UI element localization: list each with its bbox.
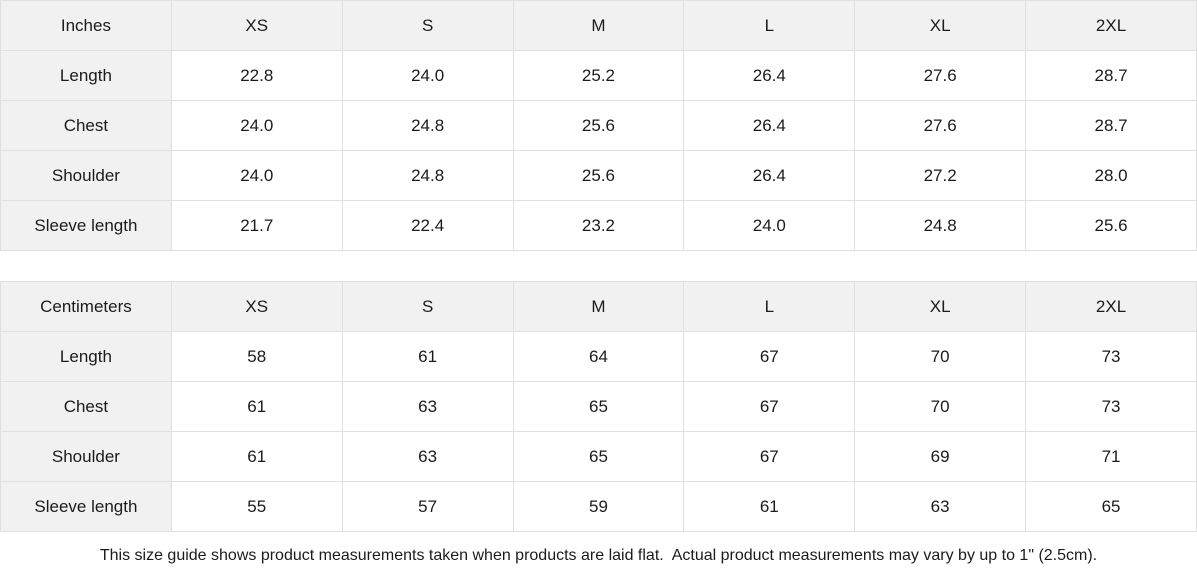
measurement-value-cell: 24.0 bbox=[683, 200, 856, 251]
measurement-value-cell: 67 bbox=[683, 331, 856, 382]
measurement-value-cell: 24.8 bbox=[341, 150, 514, 201]
measurement-value-cell: 63 bbox=[341, 431, 514, 482]
measurement-label-cell: Sleeve length bbox=[0, 481, 172, 532]
unit-label-cell: Centimeters bbox=[0, 281, 172, 332]
measurement-value-cell: 26.4 bbox=[683, 100, 856, 151]
size-column-header: XL bbox=[854, 281, 1027, 332]
measurement-value-cell: 24.0 bbox=[170, 150, 343, 201]
measurement-value-cell: 71 bbox=[1025, 431, 1197, 482]
unit-label-cell: Inches bbox=[0, 0, 172, 51]
measurement-value-cell: 67 bbox=[683, 431, 856, 482]
size-column-header: XL bbox=[854, 0, 1027, 51]
measurement-label-cell: Chest bbox=[0, 381, 172, 432]
size-table-header-row: Centimeters XS S M L XL 2XL bbox=[0, 281, 1197, 332]
measurement-value-cell: 61 bbox=[341, 331, 514, 382]
measurement-label-cell: Chest bbox=[0, 100, 172, 151]
size-column-header: XS bbox=[170, 281, 343, 332]
size-table-inches: Inches XS S M L XL 2XL Length 22.8 24.0 25.2 26.4 27… bbox=[0, 0, 1197, 251]
measurement-value-cell: 23.2 bbox=[512, 200, 685, 251]
size-column-header: XS bbox=[170, 0, 343, 51]
measurement-value-cell: 24.0 bbox=[170, 100, 343, 151]
measurement-value-cell: 70 bbox=[854, 331, 1027, 382]
measurement-label-cell: Length bbox=[0, 50, 172, 101]
table-row: Sleeve length 55 57 59 61 63 65 bbox=[0, 481, 1197, 532]
measurement-value-cell: 26.4 bbox=[683, 50, 856, 101]
measurement-value-cell: 70 bbox=[854, 381, 1027, 432]
size-column-header: M bbox=[512, 0, 685, 51]
measurement-value-cell: 26.4 bbox=[683, 150, 856, 201]
table-row: Length 22.8 24.0 25.2 26.4 27.6 28.7 bbox=[0, 50, 1197, 101]
measurement-value-cell: 27.2 bbox=[854, 150, 1027, 201]
size-column-header: M bbox=[512, 281, 685, 332]
measurement-value-cell: 65 bbox=[512, 381, 685, 432]
measurement-value-cell: 25.2 bbox=[512, 50, 685, 101]
measurement-value-cell: 69 bbox=[854, 431, 1027, 482]
measurement-value-cell: 58 bbox=[170, 331, 343, 382]
size-guide-note: This size guide shows product measuremen… bbox=[0, 532, 1197, 580]
measurement-value-cell: 22.4 bbox=[341, 200, 514, 251]
table-row: Sleeve length 21.7 22.4 23.2 24.0 24.8 25.6 bbox=[0, 200, 1197, 251]
measurement-value-cell: 59 bbox=[512, 481, 685, 532]
measurement-value-cell: 55 bbox=[170, 481, 343, 532]
measurement-value-cell: 24.8 bbox=[854, 200, 1027, 251]
measurement-value-cell: 22.8 bbox=[170, 50, 343, 101]
measurement-value-cell: 21.7 bbox=[170, 200, 343, 251]
measurement-value-cell: 61 bbox=[683, 481, 856, 532]
measurement-value-cell: 28.0 bbox=[1025, 150, 1197, 201]
measurement-value-cell: 25.6 bbox=[512, 150, 685, 201]
measurement-value-cell: 25.6 bbox=[512, 100, 685, 151]
measurement-value-cell: 28.7 bbox=[1025, 50, 1197, 101]
measurement-value-cell: 64 bbox=[512, 331, 685, 382]
measurement-value-cell: 65 bbox=[1025, 481, 1197, 532]
measurement-value-cell: 61 bbox=[170, 381, 343, 432]
table-row: Chest 61 63 65 67 70 73 bbox=[0, 381, 1197, 432]
measurement-value-cell: 61 bbox=[170, 431, 343, 482]
measurement-value-cell: 27.6 bbox=[854, 100, 1027, 151]
measurement-value-cell: 24.8 bbox=[341, 100, 514, 151]
size-table-centimeters: Centimeters XS S M L XL 2XL Length 58 61 64 67 70 73 C… bbox=[0, 281, 1197, 532]
size-column-header: L bbox=[683, 0, 856, 51]
measurement-value-cell: 28.7 bbox=[1025, 100, 1197, 151]
measurement-value-cell: 24.0 bbox=[341, 50, 514, 101]
table-row: Chest 24.0 24.8 25.6 26.4 27.6 28.7 bbox=[0, 100, 1197, 151]
measurement-value-cell: 57 bbox=[341, 481, 514, 532]
measurement-value-cell: 63 bbox=[341, 381, 514, 432]
measurement-value-cell: 25.6 bbox=[1025, 200, 1197, 251]
measurement-value-cell: 65 bbox=[512, 431, 685, 482]
measurement-value-cell: 27.6 bbox=[854, 50, 1027, 101]
size-column-header: 2XL bbox=[1025, 281, 1197, 332]
table-row: Length 58 61 64 67 70 73 bbox=[0, 331, 1197, 382]
table-row: Shoulder 61 63 65 67 69 71 bbox=[0, 431, 1197, 482]
measurement-value-cell: 73 bbox=[1025, 331, 1197, 382]
size-column-header: L bbox=[683, 281, 856, 332]
size-column-header: S bbox=[341, 0, 514, 51]
table-gap bbox=[0, 251, 1197, 281]
table-row: Shoulder 24.0 24.8 25.6 26.4 27.2 28.0 bbox=[0, 150, 1197, 201]
size-table-header-row: Inches XS S M L XL 2XL bbox=[0, 0, 1197, 51]
measurement-label-cell: Shoulder bbox=[0, 150, 172, 201]
measurement-value-cell: 73 bbox=[1025, 381, 1197, 432]
measurement-label-cell: Sleeve length bbox=[0, 200, 172, 251]
measurement-value-cell: 63 bbox=[854, 481, 1027, 532]
size-column-header: 2XL bbox=[1025, 0, 1197, 51]
measurement-label-cell: Length bbox=[0, 331, 172, 382]
size-column-header: S bbox=[341, 281, 514, 332]
measurement-value-cell: 67 bbox=[683, 381, 856, 432]
measurement-label-cell: Shoulder bbox=[0, 431, 172, 482]
